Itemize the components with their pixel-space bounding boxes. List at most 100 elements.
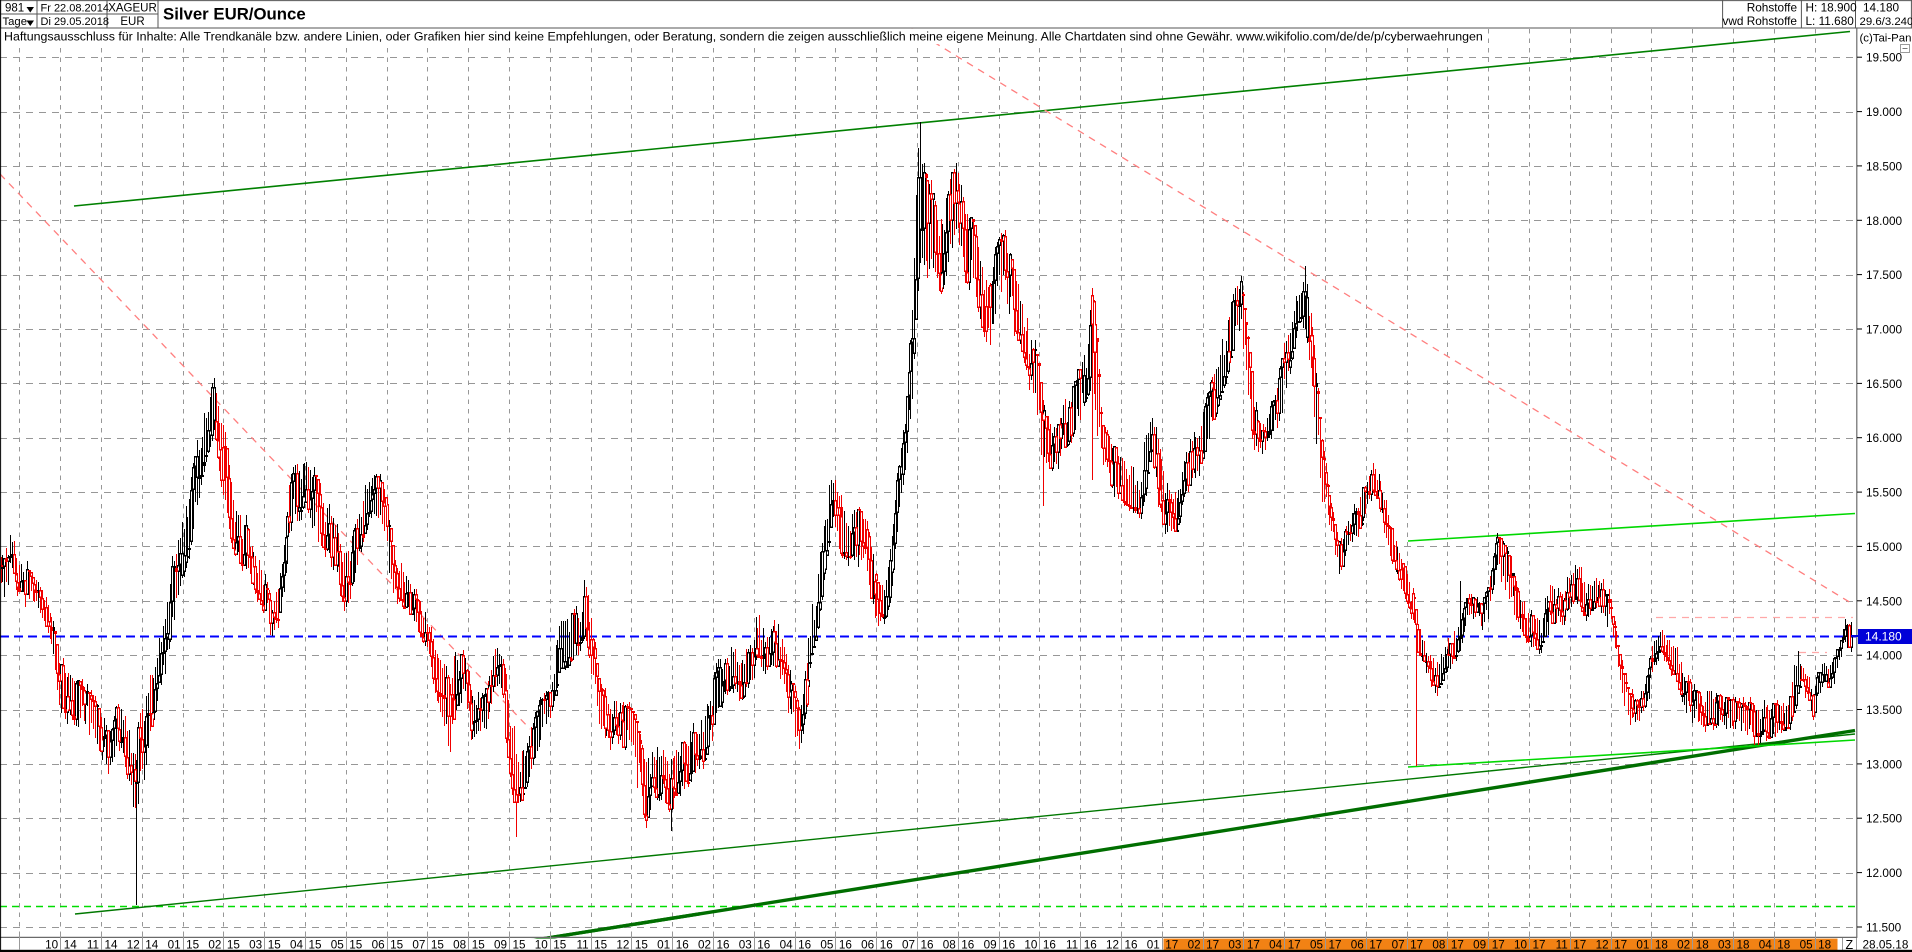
svg-text:15: 15 — [349, 939, 363, 952]
svg-text:02: 02 — [698, 939, 711, 952]
svg-text:17: 17 — [1329, 939, 1342, 952]
svg-text:09: 09 — [984, 939, 997, 952]
svg-text:08: 08 — [943, 939, 956, 952]
svg-text:02: 02 — [208, 939, 221, 952]
svg-text:01: 01 — [657, 939, 670, 952]
svg-text:11: 11 — [1066, 939, 1078, 952]
svg-text:04: 04 — [1269, 939, 1283, 952]
svg-text:10: 10 — [535, 939, 549, 952]
svg-text:02: 02 — [1677, 939, 1690, 952]
svg-text:Silver EUR/Ounce: Silver EUR/Ounce — [163, 5, 306, 24]
svg-text:16: 16 — [1043, 939, 1056, 952]
svg-text:16: 16 — [676, 939, 689, 952]
svg-text:16: 16 — [1002, 939, 1015, 952]
svg-text:14: 14 — [145, 939, 159, 952]
svg-text:15: 15 — [594, 939, 608, 952]
svg-text:15: 15 — [472, 939, 486, 952]
svg-text:13.500: 13.500 — [1866, 703, 1903, 717]
svg-text:17: 17 — [1451, 939, 1464, 952]
svg-text:16: 16 — [921, 939, 934, 952]
svg-text:07: 07 — [412, 939, 425, 952]
svg-text:06: 06 — [372, 939, 385, 952]
svg-text:16: 16 — [839, 939, 852, 952]
svg-text:17: 17 — [1614, 939, 1627, 952]
svg-text:Rohstoffe: Rohstoffe — [1747, 1, 1798, 15]
svg-text:03: 03 — [249, 939, 262, 952]
svg-text:18.500: 18.500 — [1866, 159, 1903, 173]
svg-text:10: 10 — [45, 939, 59, 952]
svg-text:18.000: 18.000 — [1866, 214, 1903, 228]
svg-text:16: 16 — [1084, 939, 1097, 952]
svg-text:18: 18 — [1777, 939, 1790, 952]
svg-text:Di 29.05.2018: Di 29.05.2018 — [41, 16, 110, 28]
svg-text:(c)Tai-Pan: (c)Tai-Pan — [1860, 33, 1912, 45]
svg-text:19.000: 19.000 — [1866, 105, 1903, 119]
svg-text:11: 11 — [576, 939, 588, 952]
svg-text:vwd Rohstoffe: vwd Rohstoffe — [1722, 14, 1797, 28]
svg-text:EUR: EUR — [120, 16, 144, 28]
svg-text:18: 18 — [1655, 939, 1668, 952]
svg-text:14: 14 — [64, 939, 78, 952]
svg-text:17: 17 — [1369, 939, 1382, 952]
svg-text:11: 11 — [87, 939, 99, 952]
svg-text:17.500: 17.500 — [1866, 268, 1903, 282]
svg-text:12.500: 12.500 — [1866, 812, 1903, 826]
svg-text:12.000: 12.000 — [1866, 866, 1903, 880]
svg-text:12: 12 — [616, 939, 629, 952]
svg-text:03: 03 — [1718, 939, 1731, 952]
svg-text:18: 18 — [1696, 939, 1709, 952]
svg-text:17: 17 — [1492, 939, 1505, 952]
svg-text:16.500: 16.500 — [1866, 377, 1903, 391]
svg-text:28.05.18: 28.05.18 — [1863, 938, 1909, 952]
svg-text:16: 16 — [717, 939, 730, 952]
svg-text:17: 17 — [1165, 939, 1178, 952]
svg-text:17: 17 — [1247, 939, 1260, 952]
svg-text:Z: Z — [1846, 938, 1854, 952]
svg-text:18: 18 — [1737, 939, 1750, 952]
svg-text:06: 06 — [1351, 939, 1364, 952]
svg-text:15: 15 — [227, 939, 241, 952]
svg-text:15: 15 — [309, 939, 323, 952]
svg-text:10: 10 — [1024, 939, 1038, 952]
svg-text:16.000: 16.000 — [1866, 431, 1903, 445]
svg-text:17: 17 — [1573, 939, 1586, 952]
svg-text:14.500: 14.500 — [1866, 594, 1903, 608]
svg-text:Fr 22.08.2014: Fr 22.08.2014 — [41, 3, 110, 15]
svg-text:16: 16 — [757, 939, 770, 952]
svg-text:14.180: 14.180 — [1863, 1, 1900, 15]
svg-text:01: 01 — [1147, 939, 1160, 952]
svg-text:11: 11 — [1556, 939, 1568, 952]
svg-text:L: 11.680: L: 11.680 — [1806, 14, 1855, 28]
svg-text:14: 14 — [105, 939, 119, 952]
svg-text:03: 03 — [1228, 939, 1241, 952]
svg-text:16: 16 — [880, 939, 893, 952]
svg-text:XAGEUR: XAGEUR — [108, 3, 157, 15]
svg-text:15: 15 — [553, 939, 567, 952]
svg-text:12: 12 — [1106, 939, 1119, 952]
svg-text:15.000: 15.000 — [1866, 540, 1903, 554]
svg-text:07: 07 — [1392, 939, 1405, 952]
svg-text:15: 15 — [390, 939, 404, 952]
svg-text:01: 01 — [168, 939, 181, 952]
svg-text:17: 17 — [1410, 939, 1423, 952]
svg-text:09: 09 — [1473, 939, 1486, 952]
svg-text:19.500: 19.500 — [1866, 51, 1903, 65]
svg-text:29.6/3.240: 29.6/3.240 — [1860, 16, 1912, 28]
svg-text:15: 15 — [186, 939, 200, 952]
svg-text:10: 10 — [1514, 939, 1528, 952]
svg-text:13.000: 13.000 — [1866, 757, 1903, 771]
svg-text:16: 16 — [961, 939, 974, 952]
svg-text:12: 12 — [1596, 939, 1609, 952]
svg-text:05: 05 — [820, 939, 834, 952]
svg-text:05: 05 — [1800, 939, 1814, 952]
svg-text:08: 08 — [453, 939, 466, 952]
svg-text:14.000: 14.000 — [1866, 649, 1903, 663]
svg-text:08: 08 — [1432, 939, 1445, 952]
svg-text:06: 06 — [861, 939, 874, 952]
svg-text:17: 17 — [1206, 939, 1219, 952]
svg-text:17.000: 17.000 — [1866, 323, 1903, 337]
svg-text:07: 07 — [902, 939, 915, 952]
svg-text:17: 17 — [1533, 939, 1546, 952]
svg-text:981: 981 — [5, 3, 24, 15]
svg-text:18: 18 — [1818, 939, 1831, 952]
